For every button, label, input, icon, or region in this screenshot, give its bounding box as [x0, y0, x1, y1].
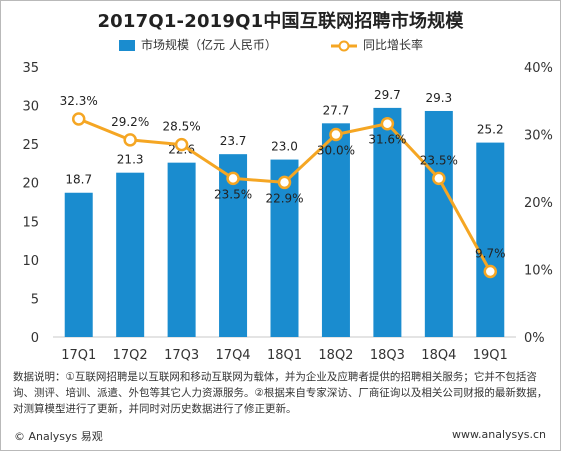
growth-value-label: 31.6%	[368, 133, 406, 147]
x-tick-label: 18Q4	[421, 348, 456, 363]
x-tick-label: 17Q2	[113, 348, 148, 363]
bar-value-label: 25.2	[477, 123, 504, 137]
growth-point-17Q3	[174, 137, 189, 152]
legend-line-label: 同比增长率	[363, 38, 424, 52]
growth-point-17Q1	[71, 112, 86, 126]
bar-value-label: 18.7	[65, 173, 92, 187]
legend-bar-swatch	[119, 40, 135, 51]
growth-point-18Q4	[432, 171, 446, 186]
bar-value-label: 27.7	[323, 103, 350, 117]
bar-value-label: 23.7	[220, 134, 247, 148]
y-left-tick-label: 15	[22, 215, 39, 230]
growth-point-19Q1	[483, 264, 498, 279]
y-left-tick-label: 30	[22, 100, 39, 115]
bar-18Q4	[424, 110, 453, 337]
y-right-tick-label: 30%	[524, 129, 553, 144]
y-left-tick-label: 5	[31, 292, 39, 307]
growth-point-17Q4	[226, 171, 240, 186]
growth-value-label: 23.5%	[214, 187, 252, 201]
y-left-tick-label: 10	[22, 254, 39, 269]
bar-18Q3	[373, 107, 402, 337]
growth-value-label: 29.2%	[111, 115, 149, 129]
legend-bar-label: 市场规模（亿元 人民币）	[141, 38, 277, 52]
x-tick-label: 18Q2	[318, 348, 353, 363]
y-right-tick-label: 20%	[524, 196, 553, 211]
growth-value-label: 9.7%	[475, 247, 506, 261]
y-left-tick-label: 20	[22, 177, 39, 192]
bar-18Q2	[321, 123, 350, 337]
chart-legend: 市场规模（亿元 人民币） 同比增长率	[1, 34, 560, 54]
x-tick-label: 18Q1	[267, 348, 302, 363]
y-left-tick-label: 25	[22, 138, 39, 153]
bar-value-label: 29.7	[374, 88, 401, 102]
x-tick-label: 18Q3	[370, 348, 405, 363]
y-left-tick-label: 0	[31, 331, 39, 346]
data-notes: 数据说明：①互联网招聘是以互联网和移动互联网为载体，并为企业及应聘者提供的招聘相…	[13, 371, 548, 415]
x-tick-label: 17Q3	[164, 348, 199, 363]
growth-value-label: 30.0%	[317, 144, 355, 158]
x-tick-label: 19Q1	[473, 348, 508, 363]
growth-point-17Q2	[123, 133, 137, 147]
footer-url: www.analysys.cn	[452, 428, 546, 441]
growth-point-18Q2	[329, 127, 343, 142]
growth-value-label: 28.5%	[163, 120, 201, 134]
growth-point-18Q3	[380, 116, 395, 131]
growth-value-label: 32.3%	[60, 94, 98, 108]
footer-brand: © Analysys 易观	[14, 430, 103, 443]
chart-title: 2017Q1-2019Q1中国互联网招聘市场规模	[97, 11, 464, 32]
growth-value-label: 22.9%	[265, 191, 303, 205]
bar-17Q1	[64, 192, 93, 337]
bar-value-label: 21.3	[117, 153, 144, 167]
bar-value-label: 29.3	[425, 91, 452, 105]
bar-17Q3	[167, 162, 196, 337]
y-right-tick-label: 10%	[524, 264, 553, 279]
legend-line-swatch	[331, 40, 357, 52]
y-left-tick-label: 35	[22, 61, 39, 76]
x-tick-label: 17Q1	[61, 348, 96, 363]
growth-point-18Q1	[277, 175, 292, 190]
bar-19Q1	[476, 142, 505, 337]
bar-value-label: 23.0	[271, 140, 298, 154]
x-tick-label: 17Q4	[216, 348, 251, 363]
y-right-tick-label: 0%	[524, 331, 545, 346]
combo-chart: 051015202530350%10%20%30%40%18.721.322.6…	[22, 61, 553, 363]
y-right-tick-label: 40%	[524, 61, 553, 76]
growth-value-label: 23.5%	[420, 153, 458, 167]
bar-17Q2	[116, 172, 145, 337]
